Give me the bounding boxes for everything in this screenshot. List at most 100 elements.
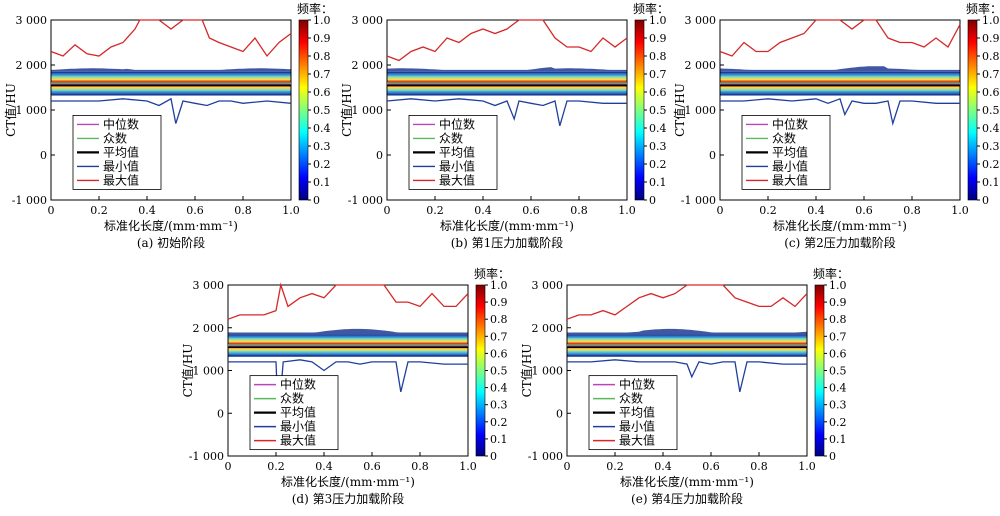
- legend-label: 中位数: [619, 377, 655, 392]
- y-axis-label: CT值/HU: [180, 344, 195, 398]
- y-tick-label: 3 000: [685, 14, 717, 27]
- legend-label: 最小值: [619, 419, 655, 434]
- frequency-band-stripe: [51, 71, 291, 74]
- frequency-band-stripe: [720, 92, 960, 95]
- frequency-band-stripe: [228, 353, 468, 356]
- x-axis-label: 标准化长度/(mm·mm⁻¹): [773, 218, 907, 233]
- x-tick-label: 0: [48, 204, 55, 217]
- colorbar-tick-label: 1.0: [313, 14, 331, 27]
- colorbar-tick-label: 0.4: [829, 382, 847, 395]
- y-tick-label: 0: [40, 149, 47, 162]
- legend-label: 最大值: [280, 433, 316, 448]
- colorbar-title: 频率：: [813, 266, 849, 281]
- frequency-band-stripe: [51, 74, 291, 77]
- y-tick-label: -1 000: [12, 194, 47, 207]
- frequency-band: [51, 68, 291, 96]
- panel-caption: (e) 第4压力加载阶段: [631, 491, 743, 506]
- colorbar-tick-label: 0.1: [982, 176, 1000, 189]
- colorbar-gradient: [634, 19, 645, 201]
- series-line-最大值: [386, 19, 628, 62]
- x-tick-label: 0.4: [315, 460, 333, 473]
- colorbar-gradient: [814, 284, 825, 457]
- panel-caption: (d) 第3压力加载阶段: [292, 491, 405, 506]
- x-axis-label: 标准化长度/(mm·mm⁻¹): [104, 218, 238, 233]
- series-line-最小值: [386, 98, 627, 126]
- x-tick-label: 0.4: [807, 204, 825, 217]
- frequency-band-edge: [387, 67, 627, 72]
- colorbar-tick-label: 1.0: [490, 279, 508, 292]
- y-tick-label: 1 000: [352, 104, 384, 117]
- colorbar-tick-label: 0.2: [313, 158, 331, 171]
- frequency-band-stripe: [387, 77, 627, 80]
- frequency-band-stripe: [567, 342, 807, 344]
- frequency-band-stripe: [387, 92, 627, 95]
- colorbar-tick-label: 0.3: [829, 399, 847, 412]
- legend-label: 最大值: [772, 172, 808, 187]
- y-tick-label: 3 000: [16, 14, 48, 27]
- legend-label: 众数: [619, 391, 643, 406]
- colorbar: 0 0.1 0.2 0.3 0.4 0.5 0.6 0.7 0.8 0.9 1.0频率：: [297, 1, 333, 207]
- y-tick-label: 0: [556, 407, 563, 420]
- y-tick-label: 1 000: [532, 365, 564, 378]
- x-tick-label: 0.8: [750, 460, 768, 473]
- legend-label: 中位数: [772, 116, 808, 131]
- frequency-band-stripe: [567, 347, 807, 349]
- colorbar-tick-label: 1.0: [829, 279, 847, 292]
- colorbar-tick-label: 0.8: [313, 50, 331, 63]
- y-tick-label: 2 000: [193, 322, 225, 335]
- x-tick-label: 0.8: [411, 460, 429, 473]
- x-tick-label: 0.8: [570, 204, 588, 217]
- colorbar-tick-label: 0: [649, 194, 656, 207]
- x-tick-label: 1.0: [459, 460, 477, 473]
- colorbar-tick-label: 0.7: [649, 68, 667, 81]
- series-line-最小值: [51, 97, 292, 124]
- x-tick-label: 0.4: [474, 204, 492, 217]
- colorbar-tick-label: 0: [313, 194, 320, 207]
- colorbar: 0 0.1 0.2 0.3 0.4 0.5 0.6 0.7 0.8 0.9 1.0频率：: [633, 1, 669, 207]
- frequency-band-stripe: [720, 78, 960, 81]
- y-axis-label: CT值/HU: [339, 83, 354, 137]
- colorbar-title: 频率：: [474, 266, 510, 281]
- frequency-band-stripe: [387, 85, 627, 88]
- colorbar-tick-label: 0.9: [982, 32, 1000, 45]
- colorbar-tick-label: 0.5: [313, 104, 331, 117]
- x-tick-label: 0.2: [90, 204, 108, 217]
- y-tick-label: 1 000: [16, 104, 48, 117]
- frequency-band-stripe: [720, 77, 960, 80]
- frequency-band-stripe: [387, 86, 627, 89]
- frequency-band-stripe: [567, 355, 807, 357]
- x-tick-label: 1.0: [798, 460, 816, 473]
- legend-label: 最大值: [103, 172, 139, 187]
- legend-label: 最大值: [439, 172, 475, 187]
- colorbar: 0 0.1 0.2 0.3 0.4 0.5 0.6 0.7 0.8 0.9 1.0频率：: [966, 1, 1000, 207]
- colorbar-tick-label: 0.1: [829, 433, 847, 446]
- colorbar-tick-label: 0.5: [649, 104, 667, 117]
- colorbar-gradient: [967, 19, 978, 201]
- frequency-band-stripe: [567, 339, 807, 342]
- frequency-band-stripe: [228, 338, 468, 340]
- colorbar-tick-label: 0.4: [649, 122, 667, 135]
- x-tick-label: 0.2: [267, 460, 285, 473]
- frequency-band-edge: [567, 328, 807, 335]
- x-tick-label: 0.4: [654, 460, 672, 473]
- frequency-band-stripe: [567, 352, 807, 355]
- frequency-band-stripe: [567, 349, 807, 352]
- y-tick-label: 0: [709, 149, 716, 162]
- frequency-band-stripe: [51, 93, 291, 96]
- legend-label: 众数: [280, 391, 304, 406]
- colorbar-tick-label: 0.2: [649, 158, 667, 171]
- colorbar: 0 0.1 0.2 0.3 0.4 0.5 0.6 0.7 0.8 0.9 1.0频率：: [813, 266, 849, 463]
- frequency-band-stripe: [387, 78, 627, 81]
- colorbar-tick-label: 0.1: [313, 176, 331, 189]
- frequency-band-stripe: [387, 75, 627, 78]
- colorbar-gradient: [475, 284, 486, 457]
- frequency-band-stripe: [567, 343, 807, 346]
- colorbar-tick-label: 0: [829, 450, 836, 463]
- colorbar-title: 频率：: [966, 1, 1000, 16]
- colorbar-tick-label: 0.7: [313, 68, 331, 81]
- legend-label: 最小值: [103, 158, 139, 173]
- frequency-band: [387, 67, 627, 96]
- frequency-band-stripe: [228, 351, 468, 353]
